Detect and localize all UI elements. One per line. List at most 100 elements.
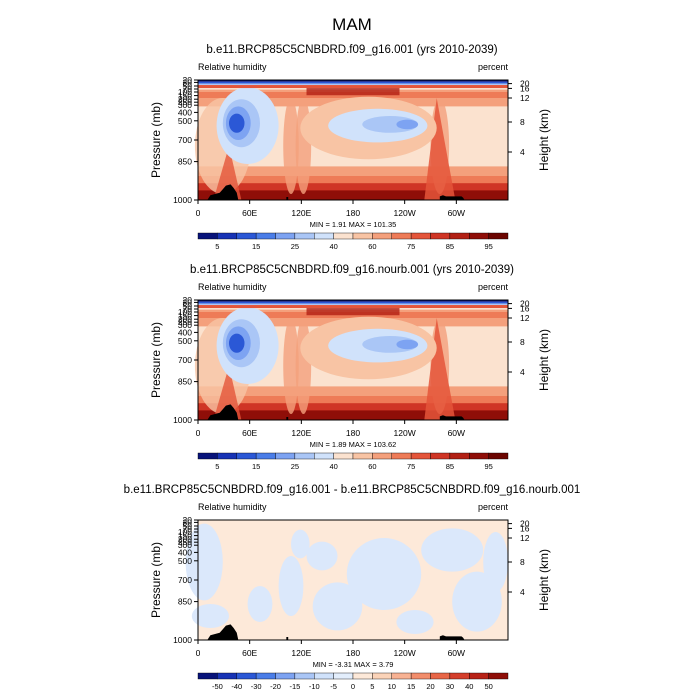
colorbar-swatch <box>197 232 218 240</box>
colorbar-label: 95 <box>484 242 492 251</box>
y-axis-label: Pressure (mb) <box>149 102 163 178</box>
x-tick-label: 120W <box>394 648 416 658</box>
panel-units-label: percent <box>478 62 509 72</box>
y2-tick-label: 4 <box>520 587 525 597</box>
y-tick-label: 250 <box>178 317 192 327</box>
colorbar-swatch <box>352 232 373 240</box>
y2-tick-label: 12 <box>520 93 530 103</box>
colorbar-label: 5 <box>370 682 374 691</box>
field-negative-region <box>483 532 508 592</box>
field-tropopause <box>198 85 508 89</box>
y-tick-label: 850 <box>178 157 192 167</box>
x-tick-label: 60W <box>448 208 465 218</box>
min-max-stats: MIN = 1.89 MAX = 103.62 <box>310 440 397 449</box>
colorbar-swatch <box>333 232 354 240</box>
colorbar-swatch <box>391 232 412 240</box>
panel-variable-label: Relative humidity <box>198 282 267 292</box>
x-tick-label: 180 <box>346 428 360 438</box>
field-negative-region <box>247 586 273 622</box>
colorbar-swatch <box>314 232 334 240</box>
y-tick-label: 400 <box>178 327 192 337</box>
x-tick-label: 60E <box>242 428 257 438</box>
colorbar-swatch <box>372 232 392 240</box>
y-tick-label: 300 <box>178 100 192 110</box>
panel-units-label: percent <box>478 282 509 292</box>
field-negative-region <box>312 582 363 631</box>
colorbar-swatch <box>255 452 276 460</box>
topography-africa <box>207 404 239 420</box>
colorbar-swatch <box>410 672 431 680</box>
colorbar-label: 85 <box>446 462 454 471</box>
panel-variable-label: Relative humidity <box>198 502 267 512</box>
colorbar-swatch <box>197 672 218 680</box>
field-negative-region <box>346 538 422 610</box>
colorbar-label: -50 <box>212 682 223 691</box>
x-tick-label: 0 <box>196 428 201 438</box>
colorbar-swatch <box>449 672 470 680</box>
y-tick-label: 250 <box>178 537 192 547</box>
y-tick-label: 1000 <box>173 635 192 645</box>
field-strat-3 <box>198 303 508 306</box>
colorbar-label: -5 <box>330 682 337 691</box>
y-tick-label: 100 <box>178 527 192 537</box>
y-tick-label: 700 <box>178 355 192 365</box>
y2-tick-label: 12 <box>520 533 530 543</box>
colorbar-swatch <box>255 672 276 680</box>
colorbar-swatch <box>236 452 257 460</box>
y-tick-label: 200 <box>178 314 192 324</box>
colorbar-swatch <box>275 232 296 240</box>
colorbar-swatch <box>430 232 451 240</box>
colorbar-swatch <box>469 232 489 240</box>
y2-tick-label: 4 <box>520 147 525 157</box>
colorbar-label: -30 <box>251 682 262 691</box>
y-tick-label: 150 <box>178 531 192 541</box>
field-strat-1 <box>198 300 508 302</box>
colorbar-label: 15 <box>407 682 415 691</box>
colorbar-label: 75 <box>407 462 415 471</box>
x-tick-label: 60W <box>448 428 465 438</box>
field-dry-pool <box>229 113 245 133</box>
field-negative-region <box>421 528 484 572</box>
y-tick-label: 50 <box>183 521 193 531</box>
y-tick-label: 150 <box>178 311 192 321</box>
field-plume-core <box>424 318 456 420</box>
colorbar-swatch <box>410 232 431 240</box>
topography-island <box>286 197 289 200</box>
y2-tick-label: 16 <box>520 523 530 533</box>
y-tick-label: 700 <box>178 575 192 585</box>
panel-units-label: percent <box>478 502 509 512</box>
field-strat-3 <box>198 83 508 86</box>
panel-1: b.e11.BRCP85C5CNBDRD.f09_g16.001 (yrs 20… <box>149 44 551 251</box>
y-tick-label: 500 <box>178 556 192 566</box>
y-tick-label: 200 <box>178 94 192 104</box>
colorbar-swatch <box>217 452 237 460</box>
colorbar-swatch <box>294 452 315 460</box>
topography-andes <box>439 635 465 640</box>
colorbar: -50 -40 -30 -20 -15 -10 -5 0 5 10 15 20 30 40 50 <box>197 672 509 691</box>
colorbar-label: 5 <box>215 462 219 471</box>
topography-island <box>286 417 289 420</box>
field-strat-2 <box>198 81 508 84</box>
y-tick-label: 30 <box>183 297 193 307</box>
colorbar-swatch <box>217 672 237 680</box>
colorbar-swatch <box>314 452 334 460</box>
y-tick-label: 850 <box>178 377 192 387</box>
y-tick-label: 300 <box>178 320 192 330</box>
colorbar-label: -10 <box>309 682 320 691</box>
colorbar-swatch <box>372 672 392 680</box>
colorbar-label: 50 <box>484 682 492 691</box>
y2-tick-label: 8 <box>520 337 525 347</box>
colorbar-swatch <box>372 452 392 460</box>
x-tick-label: 60E <box>242 648 257 658</box>
y-axis-label: Pressure (mb) <box>149 322 163 398</box>
y2-tick-label: 20 <box>520 79 530 89</box>
colorbar-swatch <box>488 232 509 240</box>
field-dry-pool <box>396 119 419 130</box>
min-max-stats: MIN = 1.91 MAX = 101.35 <box>310 220 397 229</box>
colorbar-label: 30 <box>446 682 454 691</box>
y-tick-label: 100 <box>178 307 192 317</box>
colorbar-label: -20 <box>270 682 281 691</box>
colorbar-label: -40 <box>231 682 242 691</box>
y-tick-label: 400 <box>178 547 192 557</box>
